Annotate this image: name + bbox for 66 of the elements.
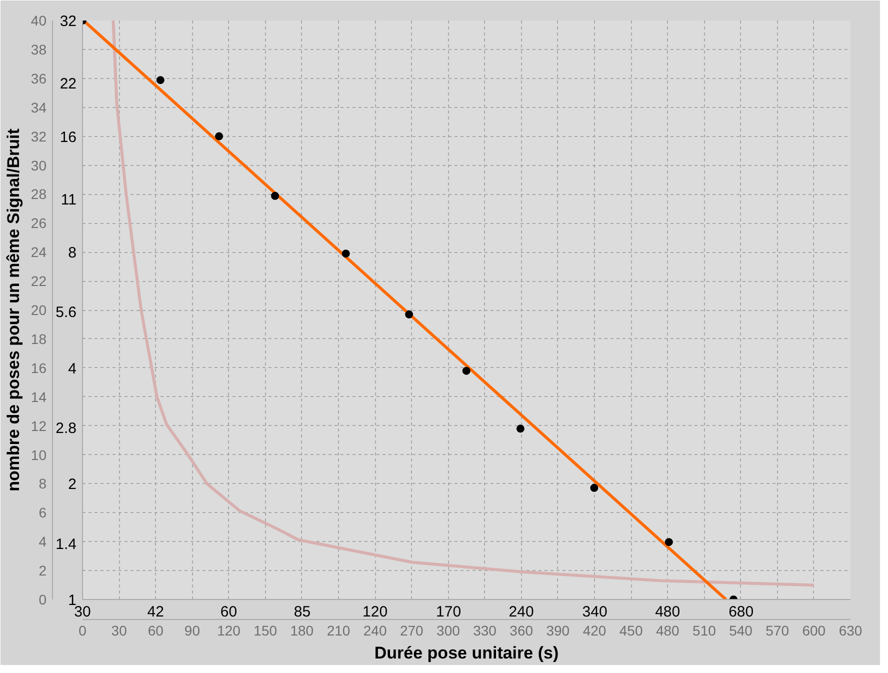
y2-tick-label: 6: [38, 504, 47, 521]
y-tick-label: 1: [68, 592, 76, 609]
x-tick-label: 42: [147, 604, 164, 620]
x2-tick-label: 0: [78, 622, 87, 638]
x2-tick-label: 540: [729, 622, 753, 638]
x-tick-label: 680: [728, 604, 754, 620]
x2-tick-label: 90: [184, 622, 200, 638]
x2-tick-label: 30: [111, 622, 128, 638]
y2-tick-label: 18: [30, 330, 47, 347]
x-tick-label: 85: [294, 604, 311, 620]
y-tick-label: 11: [60, 191, 77, 208]
x2-tick-label: 330: [473, 622, 497, 638]
x2-tick-label: 150: [254, 622, 278, 638]
x-tick-label: 480: [655, 604, 680, 620]
y2-tick-label: 40: [30, 12, 47, 28]
y-tick-label: 1.4: [56, 536, 77, 553]
x2-tick-label: 300: [436, 622, 460, 638]
x2-tick-label: 480: [656, 622, 680, 638]
x2-tick-label: 570: [766, 622, 790, 638]
x-tick-label: 120: [362, 604, 388, 620]
y2-tick-label: 4: [38, 534, 47, 550]
y2-tick-label: 34: [30, 99, 47, 116]
x2-tick-label: 120: [217, 622, 241, 638]
x2-tick-label: 210: [326, 622, 350, 638]
y2-tick-label: 0: [38, 592, 47, 608]
y-tick-label: 2: [68, 476, 76, 494]
x2-tick-label: 270: [400, 622, 424, 638]
x2-tick-label: 390: [546, 622, 570, 638]
x2-tick-label: 240: [363, 622, 387, 638]
x2-tick-label: 630: [838, 622, 862, 638]
x-tick-label: 340: [582, 604, 608, 620]
y2-tick-label: 38: [30, 41, 47, 58]
x2-tick-label: 60: [148, 622, 164, 638]
y-tick-label: 4: [68, 360, 76, 378]
y2-axis-title: nombre de poses pour un même Signal/Bruit: [4, 128, 23, 492]
x-tick-label: 240: [508, 604, 534, 620]
y2-tick-label: 22: [30, 273, 47, 290]
y2-tick-label: 28: [30, 186, 47, 202]
y2-tick-label: 20: [30, 302, 47, 318]
x-tick-label: 30: [74, 604, 91, 620]
y2-tick-label: 14: [30, 388, 47, 405]
y-tick-label: 22: [60, 76, 77, 93]
x2-tick-label: 450: [619, 622, 643, 638]
x-tick-label: 60: [220, 604, 238, 620]
y2-tick-label: 2: [38, 562, 47, 579]
y-tick-label: 32: [60, 13, 77, 30]
x2-tick-label: 510: [692, 622, 716, 638]
y-tick-label: 5.6: [56, 304, 77, 322]
y2-tick-label: 30: [30, 157, 47, 174]
y-tick-label: 16: [60, 128, 77, 146]
x2-tick-label: 420: [582, 622, 606, 638]
y2-tick-label: 10: [30, 446, 47, 463]
y2-tick-label: 16: [30, 360, 47, 376]
x-axis-title: Durée pose unitaire (s): [374, 644, 559, 662]
x2-tick-label: 360: [510, 622, 534, 638]
x2-tick-label: 600: [802, 622, 826, 638]
y-tick-label: 2.8: [56, 420, 77, 437]
y2-tick-label: 26: [30, 215, 47, 232]
x2-tick-label: 180: [290, 622, 314, 638]
y2-tick-label: 12: [30, 418, 47, 434]
y2-tick-label: 24: [30, 244, 47, 260]
y2-tick-label: 36: [30, 70, 47, 86]
y2-tick-label: 32: [30, 128, 47, 144]
y-tick-label: 8: [68, 244, 76, 262]
y2-tick-label: 8: [38, 476, 47, 492]
x-tick-label: 170: [436, 604, 462, 620]
